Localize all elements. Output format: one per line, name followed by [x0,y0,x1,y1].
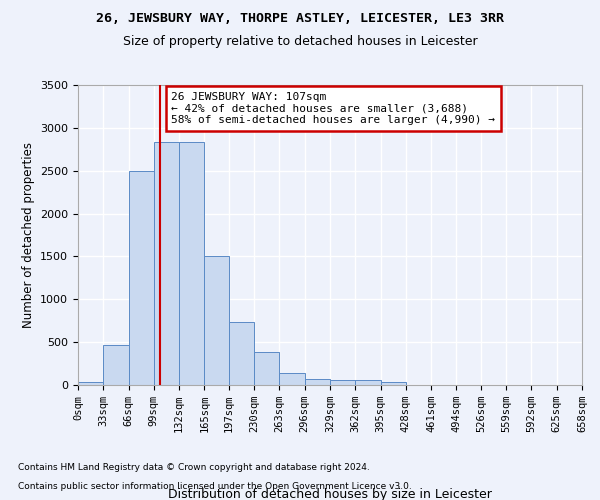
Bar [205,256,229,385]
Text: Contains HM Land Registry data © Crown copyright and database right 2024.: Contains HM Land Registry data © Crown c… [18,464,370,472]
Bar [179,142,205,385]
Text: Size of property relative to detached houses in Leicester: Size of property relative to detached ho… [122,35,478,48]
Text: Contains public sector information licensed under the Open Government Licence v3: Contains public sector information licen… [18,482,412,491]
Bar [254,352,280,385]
Bar [229,322,254,385]
Bar [154,142,179,385]
Text: 26 JEWSBURY WAY: 107sqm
← 42% of detached houses are smaller (3,688)
58% of semi: 26 JEWSBURY WAY: 107sqm ← 42% of detache… [171,92,495,125]
Bar [280,372,305,385]
Bar [103,344,128,385]
Bar [380,382,406,385]
Bar [78,382,103,385]
Bar [330,380,355,385]
Bar [355,380,380,385]
Bar [128,170,154,385]
Bar [305,378,330,385]
Y-axis label: Number of detached properties: Number of detached properties [22,142,35,328]
X-axis label: Distribution of detached houses by size in Leicester: Distribution of detached houses by size … [168,488,492,500]
Text: 26, JEWSBURY WAY, THORPE ASTLEY, LEICESTER, LE3 3RR: 26, JEWSBURY WAY, THORPE ASTLEY, LEICEST… [96,12,504,26]
